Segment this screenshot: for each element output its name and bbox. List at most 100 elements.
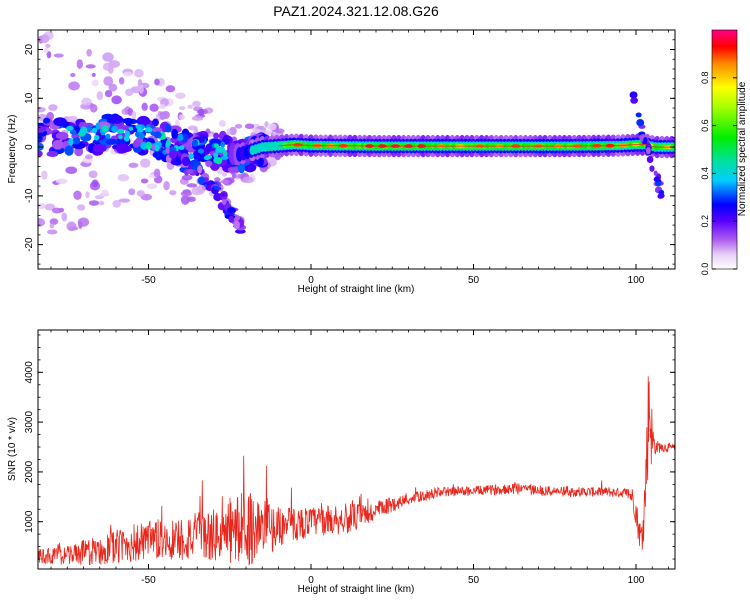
spectrogram-cell (128, 188, 136, 196)
spectrogram-cell (53, 117, 67, 127)
spectrogram-cell (118, 77, 125, 85)
spectrogram-cell (128, 162, 139, 168)
spectrogram-cell (214, 177, 221, 182)
spectrogram-cell (73, 190, 82, 200)
spectrogram-cell (187, 104, 194, 109)
spectrogram-cell (180, 190, 193, 197)
spectrogram-cell (215, 157, 223, 165)
spectrogram-cell (118, 198, 131, 203)
spectrogram-cell (46, 151, 59, 157)
spectrogram-cell (123, 135, 130, 142)
spectrogram-cell (125, 117, 133, 127)
spectrogram-field (38, 31, 675, 235)
spectrogram-cell (181, 174, 193, 181)
spectrogram-cell (145, 141, 153, 150)
spectrogram-cell (91, 179, 99, 188)
spectrogram-cell (38, 150, 43, 158)
spectrogram-ytick-label: 20 (24, 44, 35, 56)
spectrogram-cell (76, 59, 83, 69)
spectrogram-cell (234, 123, 243, 129)
spectrogram-cell (91, 72, 96, 77)
spectrogram-cell (165, 123, 172, 133)
spectrogram-cell (111, 114, 123, 124)
spectrogram-cell (43, 117, 51, 124)
snr-ytick-label: 4000 (24, 361, 35, 384)
colorbar-tick-label: 0.6 (700, 119, 710, 132)
spectrogram-cell (231, 173, 237, 179)
spectrogram-cell (105, 133, 111, 139)
spectrogram-cell (136, 115, 151, 127)
spectrogram-cell (44, 203, 56, 211)
spectrogram-cell (226, 128, 231, 136)
spectrogram-cell (169, 190, 177, 196)
spectrogram-xlabel: Height of straight line (km) (298, 284, 415, 295)
spectrogram-xtick-label: 100 (628, 275, 645, 286)
colorbar-tick-label: 0.8 (700, 72, 710, 85)
spectrogram-cell (178, 145, 185, 150)
spectrogram-cell (178, 106, 186, 111)
spectrogram-cell (136, 190, 145, 197)
spectrogram-cell (38, 203, 46, 210)
snr-ytick-label: 1000 (24, 510, 35, 533)
spectrogram-cell (108, 83, 118, 92)
snr-xlabel: Height of straight line (km) (298, 584, 415, 595)
spectrogram-cell (635, 112, 642, 118)
spectrogram-cell (213, 152, 219, 159)
spectrogram-cell (117, 173, 130, 182)
snr-ylabel: SNR (10 * v/v) (7, 417, 18, 481)
spectrogram-cell (197, 176, 205, 185)
spectrogram-cell (154, 78, 160, 86)
spectrogram-cell (645, 146, 651, 155)
figure-title: PAZ1.2024.321.12.08.G26 (273, 3, 439, 19)
spectrogram-cell (47, 229, 58, 235)
spectrogram-ytick-label: -10 (24, 188, 35, 203)
spectrogram-cell (177, 133, 184, 141)
spectrogram-cell (219, 120, 226, 127)
spectrogram-cell (191, 186, 203, 196)
spectrogram-cell (188, 152, 194, 160)
spectrogram-cell (138, 84, 144, 94)
spectrogram-cell (649, 165, 655, 172)
spectrogram-ytick-label: 0 (24, 144, 35, 150)
spectrogram-cell (125, 88, 134, 96)
spectrogram-cell (213, 185, 220, 190)
spectrogram-cell (61, 212, 68, 222)
spectrogram-cell (118, 134, 123, 139)
spectrogram-cell (51, 207, 63, 214)
spectrogram-cell (653, 176, 660, 182)
spectrogram-cell (197, 165, 203, 174)
spectrogram-cell (96, 91, 104, 101)
spectrogram-cell (111, 95, 122, 105)
spectrogram-cell (192, 100, 201, 107)
spectrogram-frame (37, 29, 676, 270)
spectrogram-cell (154, 144, 160, 152)
spectrogram-cell (106, 138, 119, 145)
spectrogram-cell (123, 71, 132, 77)
spectrogram-cell (158, 104, 166, 110)
spectrogram-cell (89, 104, 98, 113)
spectrogram-cell (127, 107, 134, 116)
spectrogram-cell (80, 126, 88, 135)
colorbar-tick-label: 0.4 (700, 167, 710, 180)
spectrogram-cell (228, 215, 235, 223)
spectrogram-cell (91, 79, 99, 87)
spectrogram-cell (205, 160, 213, 167)
spectrogram-cell (140, 158, 151, 168)
snr-ticks: -50 0 50 100 1000 2000 3000 4000 (24, 330, 675, 586)
spectrogram-cell (220, 141, 226, 148)
colorbar-gradient (711, 29, 738, 270)
spectrogram-cell (77, 217, 90, 227)
spectrogram-cell (182, 156, 191, 167)
colorbar-label: Normalized spectral amplitude (737, 81, 748, 216)
spectrogram-ylabel: Frequency (Hz) (7, 115, 18, 184)
spectrogram-cell (65, 166, 78, 174)
spectrogram-cell (175, 92, 186, 99)
spectrogram-cell (643, 136, 648, 145)
spectrogram-cell (654, 180, 662, 187)
spectrogram-cell (252, 128, 261, 134)
spectrogram-cell (244, 123, 255, 129)
colorbar-ticks: 0.0 0.2 0.4 0.6 0.8 (700, 72, 737, 275)
spectrogram-cell (204, 154, 213, 159)
spectrogram-cell (242, 176, 254, 184)
